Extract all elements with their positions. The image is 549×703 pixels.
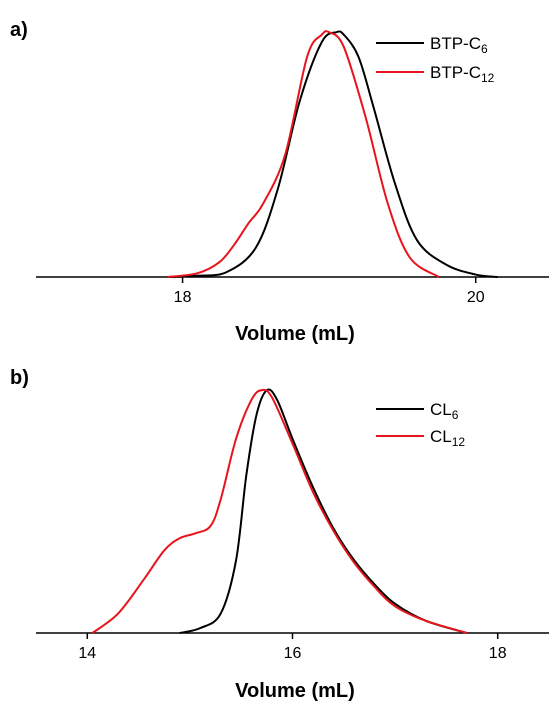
panel-a-series-line-0 [167,30,498,278]
panel-b-label: b) [10,367,29,389]
chart-panel-a: a) 18 20 Volume (mL) BTP-C6 BTP-C12 [10,19,549,345]
panel-b-legend-label-0: CL6 [430,400,459,422]
panel-b-legend-label-1-main: CL [430,427,452,446]
panel-a-tick-label-1: 20 [467,289,485,306]
panel-b-ticks: 14 16 18 [78,633,507,662]
panel-a-legend-label-0-main: BTP-C [430,34,481,53]
panel-a-legend-label-1: BTP-C12 [430,63,495,85]
panel-b-legend-label-1: CL12 [430,427,465,449]
panel-b-x-axis-title: Volume (mL) [235,680,355,702]
panel-a-legend-label-0-sub: 6 [481,42,488,56]
panel-a-ticks: 18 20 [174,277,485,306]
panel-a-legend-label-1-main: BTP-C [430,63,481,82]
panel-b-series-line-0 [179,388,468,634]
panel-b-series [91,388,468,634]
panel-b-legend: CL6 CL12 [376,400,465,449]
panel-b-legend-label-0-sub: 6 [452,408,459,422]
panel-a-series [167,30,498,278]
chart-panel-b: b) 14 16 18 Volume (mL) CL6 CL12 [10,367,549,702]
panel-a-tick-label-0: 18 [174,289,192,306]
panel-a-x-axis-title: Volume (mL) [235,323,355,345]
panel-b-tick-label-2: 18 [489,645,507,662]
panel-b-series-line-1 [91,388,468,634]
panel-a-legend: BTP-C6 BTP-C12 [376,34,495,85]
panel-b-tick-label-0: 14 [78,645,96,662]
panel-b-legend-label-0-main: CL [430,400,452,419]
panel-a-legend-label-1-sub: 12 [481,71,495,85]
panel-a-series-line-1 [167,30,440,278]
panel-a-label: a) [10,19,28,41]
panel-b-tick-label-1: 16 [284,645,302,662]
panel-b-legend-label-1-sub: 12 [452,435,466,449]
panel-a-legend-label-0: BTP-C6 [430,34,488,56]
